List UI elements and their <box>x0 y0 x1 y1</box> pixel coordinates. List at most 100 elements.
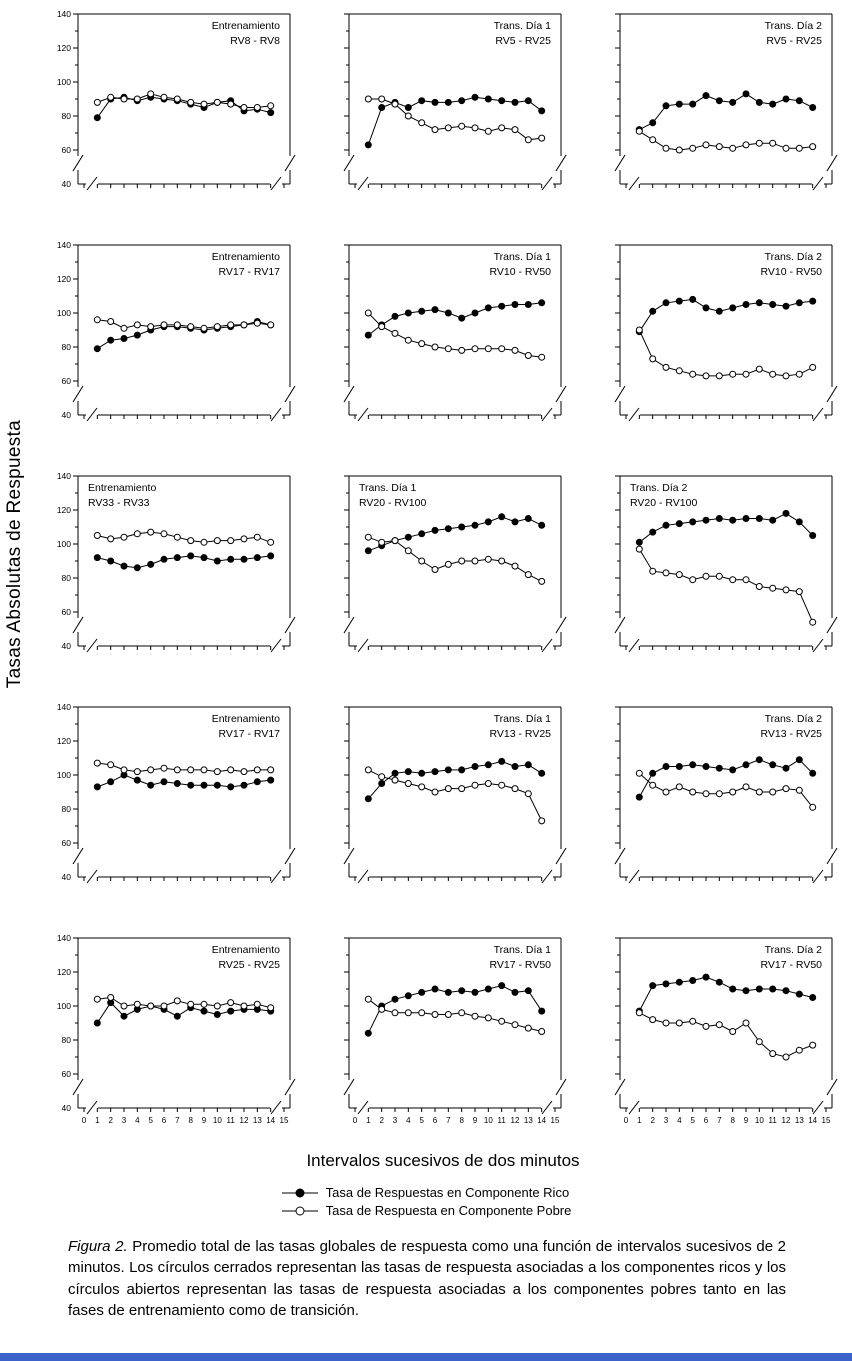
svg-text:2: 2 <box>379 1116 384 1125</box>
open-circle-marker <box>471 557 479 565</box>
open-circle-marker <box>160 530 168 538</box>
chart-panel-r3c1: 140 120 100 80 60 40 Entrenamiento RV33 - RV33 <box>44 468 300 669</box>
closed-circle-marker <box>364 547 372 555</box>
open-circle-marker <box>471 1012 479 1020</box>
open-circle-marker <box>538 353 546 361</box>
svg-text:2: 2 <box>108 1116 113 1125</box>
closed-circle-marker <box>431 306 439 314</box>
open-circle-marker <box>404 112 412 120</box>
open-circle-marker <box>200 324 208 332</box>
closed-circle-marker <box>511 763 519 770</box>
open-circle-marker <box>524 136 532 144</box>
closed-circle-marker <box>755 985 763 993</box>
closed-circle-marker <box>689 295 697 303</box>
closed-circle-marker <box>107 336 115 344</box>
closed-circle-marker <box>498 97 506 105</box>
closed-circle-marker <box>471 763 479 770</box>
panel-subtitle: RV10 - RV50 <box>490 266 552 278</box>
open-circle-marker <box>809 803 817 811</box>
closed-circle-marker <box>538 521 546 529</box>
open-circle-marker <box>524 571 532 579</box>
svg-text:120: 120 <box>57 43 71 53</box>
open-circle-marker <box>809 1041 817 1049</box>
svg-text:2: 2 <box>650 1116 655 1125</box>
chart-panel-r3c2: Trans. Día 1 RV20 - RV100 <box>315 468 571 669</box>
closed-circle-marker <box>187 552 195 560</box>
svg-text:0: 0 <box>82 1116 87 1125</box>
closed-circle-marker <box>795 756 803 764</box>
open-circle-marker <box>253 104 261 111</box>
svg-text:14: 14 <box>266 1116 275 1125</box>
open-circle-marker <box>498 124 506 132</box>
open-circle-marker <box>267 321 275 329</box>
closed-circle-marker <box>649 307 657 315</box>
svg-text:40: 40 <box>62 410 72 420</box>
open-circle-marker <box>755 1038 763 1046</box>
open-circle-marker <box>160 93 168 101</box>
open-circle-marker <box>702 372 710 380</box>
closed-circle-marker <box>675 100 683 108</box>
closed-circle-marker <box>213 557 221 565</box>
closed-circle-marker <box>524 97 532 105</box>
svg-text:100: 100 <box>57 1001 71 1011</box>
closed-circle-marker <box>213 1011 221 1018</box>
chart-panel-r2c3: Trans. Día 2 RV10 - RV50 <box>586 237 842 438</box>
closed-circle-marker <box>458 987 466 995</box>
closed-circle-marker <box>431 98 439 106</box>
closed-circle-marker <box>538 1007 546 1015</box>
closed-circle-marker <box>458 766 466 774</box>
open-circle-marker <box>431 566 439 573</box>
figure-area: Tasas Absolutas de Respuesta 140 120 100 80… <box>4 6 842 1147</box>
closed-circle-marker <box>662 763 670 770</box>
svg-text:6: 6 <box>704 1116 709 1125</box>
svg-text:80: 80 <box>62 111 72 121</box>
open-circle-marker <box>458 557 466 565</box>
open-circle-marker <box>431 1011 439 1018</box>
panel-title: Trans. Día 1 <box>494 251 552 263</box>
legend-item-open: Tasa de Respuesta en Componente Pobre <box>281 1203 571 1218</box>
panel-subtitle: RV25 - RV25 <box>219 959 281 971</box>
svg-text:4: 4 <box>135 1116 140 1125</box>
svg-text:11: 11 <box>769 1116 778 1125</box>
open-circle-marker <box>93 316 101 324</box>
open-circle-marker <box>147 90 155 98</box>
open-circle-marker <box>267 102 275 110</box>
open-circle-marker <box>635 545 643 553</box>
closed-circle-marker <box>782 509 790 517</box>
open-circle-marker <box>484 780 492 787</box>
open-circle-marker <box>107 994 115 1001</box>
closed-circle-marker <box>702 92 710 100</box>
closed-circle-marker <box>404 309 412 317</box>
open-circle-marker <box>538 817 546 825</box>
svg-text:140: 140 <box>57 471 71 481</box>
svg-text:8: 8 <box>188 1116 193 1125</box>
chart-panel-r1c2: Trans. Día 1 RV5 - RV25 <box>315 6 571 207</box>
open-circle-marker <box>93 98 101 106</box>
closed-circle-marker <box>93 345 101 353</box>
chart-panel-r4c2: Trans. Día 1 RV13 - RV25 <box>315 699 571 900</box>
open-circle-marker <box>93 532 101 539</box>
closed-circle-marker <box>662 521 670 529</box>
window-edge-bar <box>0 1353 852 1361</box>
svg-text:60: 60 <box>62 376 72 386</box>
open-circle-marker <box>160 321 168 329</box>
open-circle-marker <box>715 1021 723 1029</box>
closed-circle-marker <box>187 781 195 789</box>
open-circle-marker <box>484 345 492 353</box>
svg-text:9: 9 <box>202 1116 207 1125</box>
chart-panel-r5c2: 0 1 2 3 4 5 6 7 8 9 10 11 12 13 14 15 Trans. Día 1 RV17 -… <box>315 930 571 1147</box>
open-circle-marker <box>378 323 386 331</box>
open-circle-marker <box>498 557 506 565</box>
closed-circle-marker <box>160 778 168 786</box>
open-circle-marker <box>213 768 221 776</box>
closed-circle-marker <box>782 987 790 995</box>
closed-circle-marker <box>484 95 492 103</box>
closed-circle-marker <box>649 769 657 777</box>
open-circle-marker <box>147 528 155 536</box>
open-circle-marker <box>662 144 670 152</box>
chart-panel-r2c2: Trans. Día 1 RV10 - RV50 <box>315 237 571 438</box>
open-circle-marker <box>200 1000 208 1008</box>
panel-title: Entrenamiento <box>212 944 280 956</box>
open-circle-marker <box>795 1046 803 1054</box>
panel-subtitle: RV17 - RV50 <box>761 959 823 971</box>
